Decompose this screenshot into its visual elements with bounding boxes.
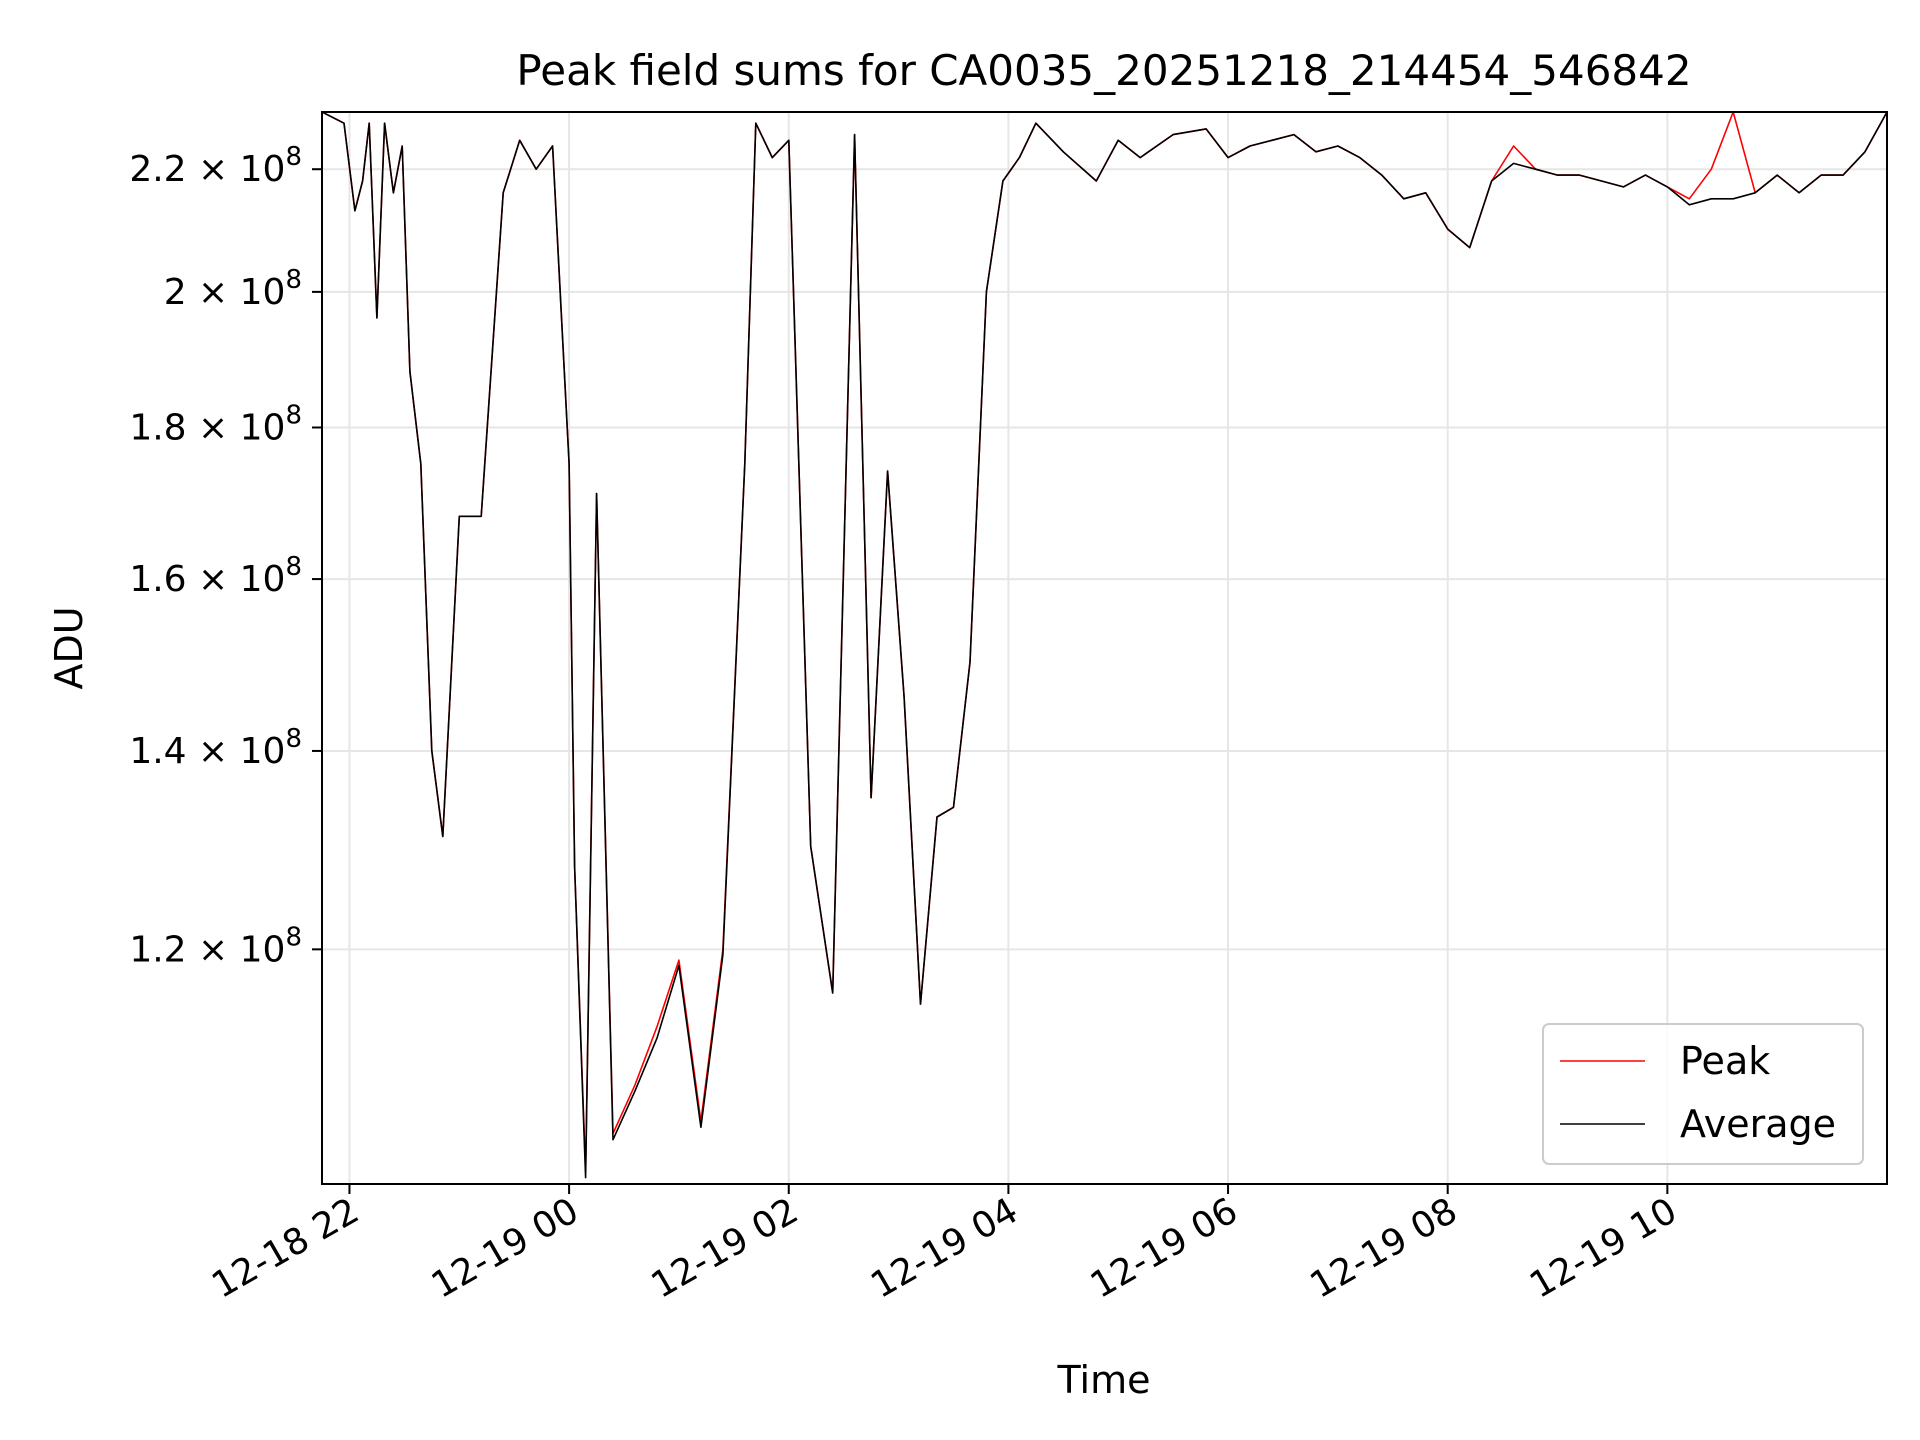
series-lines bbox=[322, 112, 1887, 1179]
axes-frame bbox=[321, 111, 1888, 1185]
y-tick-label: 2 × 108 bbox=[164, 265, 302, 313]
legend-label-peak: Peak bbox=[1680, 1039, 1770, 1083]
grid-lines bbox=[322, 112, 1887, 1184]
series-line-average bbox=[322, 112, 1887, 1179]
y-tick-label: 2.2 × 108 bbox=[129, 142, 302, 190]
y-tick-label: 1.2 × 108 bbox=[129, 922, 302, 970]
x-axis-label: Time bbox=[1057, 1358, 1151, 1402]
y-tick-label: 1.4 × 108 bbox=[129, 724, 302, 772]
y-axis-ticks: 1.2 × 108 1.4 × 108 1.6 × 108 1.8 × 108 2 × … bbox=[129, 142, 322, 970]
y-tick-label: 1.6 × 108 bbox=[129, 552, 302, 600]
legend-box bbox=[1542, 1023, 1864, 1165]
legend: Peak Average bbox=[1542, 1023, 1864, 1165]
y-tick-label: 1.8 × 108 bbox=[129, 400, 302, 448]
chart-title: Peak field sums for CA0035_20251218_2144… bbox=[516, 46, 1691, 95]
legend-label-average: Average bbox=[1680, 1102, 1836, 1146]
y-axis-label: ADU bbox=[47, 606, 91, 689]
